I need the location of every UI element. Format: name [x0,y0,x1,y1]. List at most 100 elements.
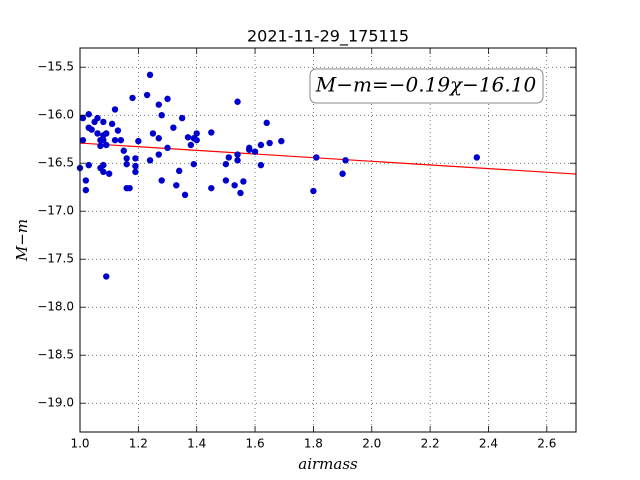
x-tick-label: 1.4 [187,437,206,451]
point [103,141,110,149]
point [149,130,157,137]
y-tick-label: −15.5 [37,60,74,74]
point [94,114,101,122]
point [222,160,230,168]
point [129,94,136,102]
point [234,157,241,164]
point [123,155,130,162]
point [108,120,116,128]
point [339,170,346,177]
fit-line [79,142,577,175]
point [155,135,162,142]
point [120,147,127,154]
point [176,167,183,175]
point [88,126,95,133]
point [181,191,189,199]
point [231,182,238,189]
x-tick-label: 1.8 [304,437,323,451]
point [187,141,195,149]
point [278,137,285,145]
point [146,71,154,79]
point [225,154,232,161]
point [184,134,192,141]
point [170,124,177,131]
point [143,91,151,99]
point [100,161,107,169]
point [100,136,107,144]
x-tick-label: 2.2 [421,437,440,451]
point [313,154,320,161]
point [85,111,92,118]
point [240,178,247,185]
y-tick-label: −16.0 [37,108,74,122]
y-tick-label: −16.5 [37,156,74,170]
x-tick-label: 2.4 [479,437,498,451]
point [123,160,130,168]
point [155,151,162,158]
point [234,98,241,105]
point [79,136,87,144]
point [158,112,165,119]
point [155,101,162,108]
point [193,136,200,144]
point [164,95,171,103]
point [164,144,171,152]
point [126,184,133,192]
point [193,130,200,137]
point [132,168,139,176]
point [111,136,119,144]
x-tick-label: 1.6 [246,437,265,451]
point [111,106,119,113]
point [146,157,154,164]
point [237,189,244,197]
point [234,151,241,158]
y-axis-label: M−m [13,219,31,262]
point [135,137,142,145]
point [342,157,349,164]
x-tick-label: 2.6 [537,437,556,451]
x-axis-label: airmass [298,455,358,473]
x-tick-label: 1.2 [129,437,148,451]
annotation-box [309,68,544,104]
fit-annotation: M−m=−0.19χ−16.10 [315,73,537,97]
point [190,160,197,168]
point [85,161,92,169]
y-tick-label: −19.0 [37,396,74,410]
point [473,154,480,161]
point [158,177,165,184]
point [100,168,107,176]
point [251,148,259,155]
point [178,114,186,122]
y-tick-label: −17.5 [37,252,74,266]
x-tick-label: 2.0 [362,437,381,451]
point [310,187,317,195]
point [208,184,215,192]
plot-frame [79,47,577,433]
point [173,182,180,189]
point [79,114,87,122]
y-tick-label: −18.5 [37,348,74,362]
chart-title: 2021-11-29_175115 [247,27,409,47]
point [82,186,90,194]
point [97,142,104,150]
point [208,129,215,136]
point [132,155,139,162]
point [222,177,230,184]
point [94,130,101,137]
point [257,141,265,149]
y-tick-label: −17.0 [37,204,74,218]
x-tick-label: 1.0 [70,437,89,451]
point [266,139,273,147]
point [132,162,139,170]
point [100,118,107,126]
y-tick-label: −18.0 [37,300,74,314]
point [263,119,270,127]
point [82,177,90,184]
point [103,130,110,137]
point [117,136,125,144]
point [246,146,253,153]
point [105,170,113,177]
point [103,273,110,280]
point [257,161,265,169]
